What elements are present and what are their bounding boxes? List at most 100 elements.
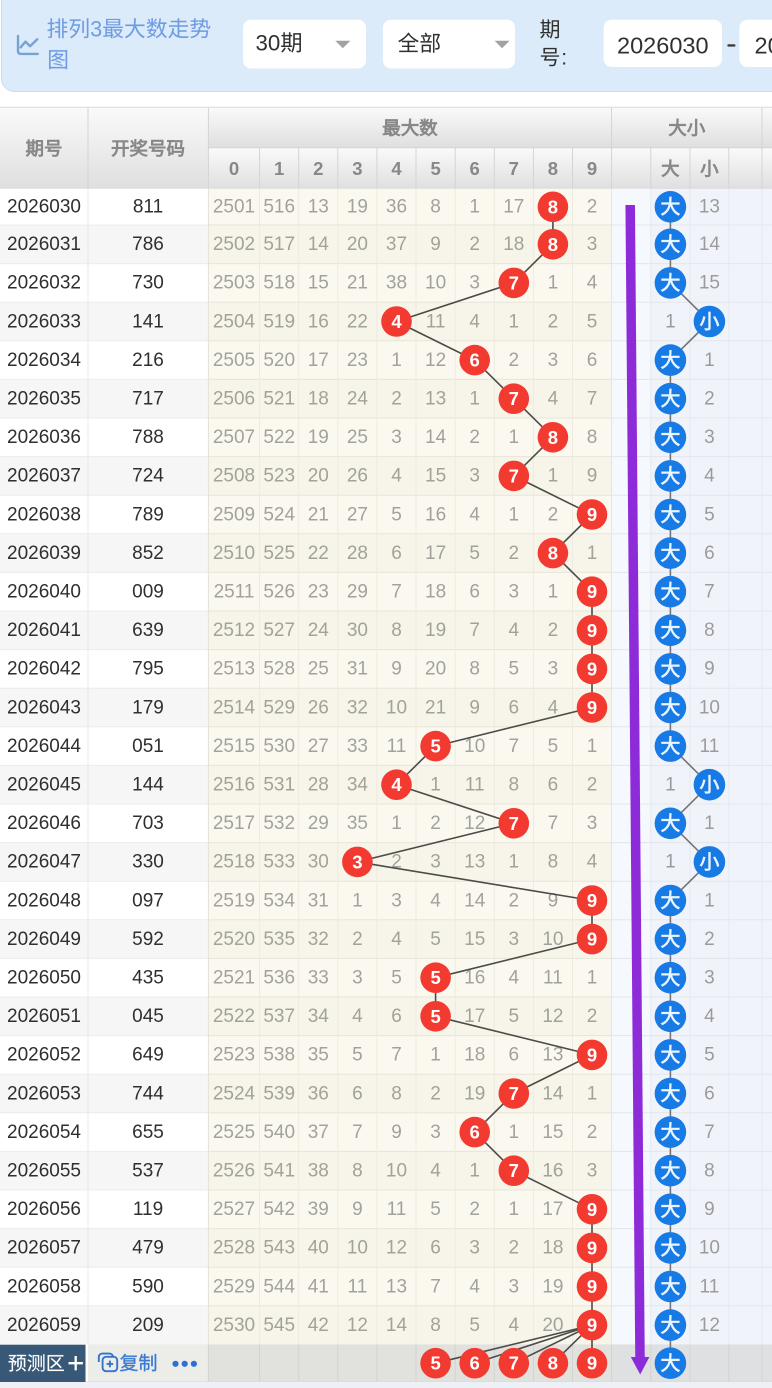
svg-text:4: 4 [352, 1006, 363, 1027]
svg-text:12: 12 [425, 350, 446, 371]
svg-text:36: 36 [386, 197, 407, 218]
svg-text:17: 17 [308, 350, 329, 371]
svg-text:2026059: 2026059 [755, 33, 772, 59]
svg-text:3: 3 [430, 1122, 441, 1143]
svg-text:6: 6 [509, 697, 520, 718]
svg-text:9: 9 [587, 658, 597, 679]
svg-text:7: 7 [509, 1083, 519, 1104]
svg-text:11: 11 [700, 1276, 720, 1297]
svg-text:522: 522 [263, 427, 295, 448]
svg-text:30: 30 [308, 852, 329, 873]
svg-text:5: 5 [430, 929, 441, 950]
svg-text:5: 5 [430, 1006, 440, 1027]
svg-text:24: 24 [308, 620, 330, 641]
svg-text:11: 11 [426, 311, 446, 332]
svg-text:2026053: 2026053 [7, 1083, 81, 1104]
svg-text:7: 7 [469, 620, 480, 641]
svg-text:2026051: 2026051 [7, 1006, 81, 1027]
svg-text:9: 9 [587, 1315, 597, 1336]
svg-text:5: 5 [548, 736, 559, 757]
svg-text:8: 8 [704, 1161, 715, 1182]
svg-text:3: 3 [587, 234, 598, 255]
svg-text:2026039: 2026039 [7, 543, 81, 564]
svg-text:4: 4 [391, 158, 402, 179]
svg-text:17: 17 [425, 543, 446, 564]
svg-text:6: 6 [587, 350, 598, 371]
svg-text:730: 730 [132, 273, 164, 294]
svg-text:12: 12 [699, 1315, 720, 1336]
svg-text:2026031: 2026031 [7, 234, 81, 255]
svg-text:1: 1 [391, 813, 402, 834]
svg-text:3: 3 [509, 929, 520, 950]
svg-text:5: 5 [430, 967, 440, 988]
svg-text:18: 18 [503, 234, 524, 255]
svg-text:4: 4 [469, 1276, 480, 1297]
svg-text:4: 4 [391, 929, 402, 950]
svg-text:2530: 2530 [213, 1315, 255, 1336]
svg-text:2: 2 [469, 234, 480, 255]
svg-text:4: 4 [587, 273, 598, 294]
svg-text:6: 6 [509, 1045, 520, 1066]
svg-text:2026036: 2026036 [7, 427, 81, 448]
svg-text:33: 33 [308, 968, 329, 989]
svg-text:10: 10 [386, 697, 407, 718]
svg-text:1: 1 [587, 736, 598, 757]
svg-text:22: 22 [308, 543, 329, 564]
svg-text:536: 536 [263, 968, 295, 989]
svg-text:10: 10 [347, 1238, 368, 1259]
svg-text:538: 538 [263, 1045, 295, 1066]
svg-text:2: 2 [509, 890, 520, 911]
svg-text:3: 3 [509, 1276, 520, 1297]
svg-text:2515: 2515 [213, 736, 255, 757]
svg-text:592: 592 [132, 929, 164, 950]
svg-text:209: 209 [132, 1315, 164, 1336]
svg-text:7: 7 [509, 158, 519, 179]
svg-text:2506: 2506 [213, 389, 255, 410]
svg-text:1: 1 [469, 197, 480, 218]
svg-text:7: 7 [704, 582, 715, 603]
svg-text:811: 811 [133, 197, 163, 218]
svg-text:516: 516 [263, 197, 295, 218]
svg-text:35: 35 [347, 813, 368, 834]
svg-text:34: 34 [308, 1006, 330, 1027]
svg-text:28: 28 [308, 775, 329, 796]
svg-text:119: 119 [133, 1199, 163, 1220]
svg-text:18: 18 [464, 1045, 485, 1066]
svg-text:2509: 2509 [213, 504, 255, 525]
svg-text:10: 10 [464, 736, 485, 757]
svg-text:13: 13 [386, 1276, 407, 1297]
svg-text:2503: 2503 [213, 273, 255, 294]
svg-text:2026042: 2026042 [7, 659, 81, 680]
svg-text:540: 540 [263, 1122, 295, 1143]
svg-text:13: 13 [308, 197, 329, 218]
svg-text:8: 8 [548, 234, 558, 255]
svg-text:3: 3 [391, 890, 402, 911]
svg-text:33: 33 [347, 736, 368, 757]
svg-text:27: 27 [347, 504, 368, 525]
svg-text:17: 17 [503, 197, 524, 218]
svg-text:527: 527 [263, 620, 295, 641]
svg-text:5: 5 [469, 1315, 480, 1336]
svg-text:539: 539 [263, 1083, 295, 1104]
svg-text:8: 8 [548, 1353, 558, 1374]
svg-text:4: 4 [469, 311, 480, 332]
svg-text:3: 3 [548, 350, 559, 371]
svg-text:40: 40 [308, 1238, 329, 1259]
svg-text:519: 519 [263, 311, 295, 332]
svg-text:8: 8 [548, 543, 558, 564]
svg-text:1: 1 [352, 890, 363, 911]
svg-text:5: 5 [704, 1045, 715, 1066]
svg-text:37: 37 [308, 1122, 329, 1143]
svg-text:5: 5 [391, 504, 402, 525]
svg-text:5: 5 [587, 311, 598, 332]
svg-text:2: 2 [587, 1006, 598, 1027]
svg-text:7: 7 [704, 1122, 715, 1143]
svg-text:2526: 2526 [213, 1161, 255, 1182]
svg-text:6: 6 [470, 1122, 480, 1143]
svg-text:3: 3 [704, 968, 715, 989]
svg-text:2502: 2502 [213, 234, 255, 255]
svg-text:15: 15 [425, 466, 446, 487]
svg-text:37: 37 [386, 234, 407, 255]
svg-text:2026030: 2026030 [617, 33, 709, 59]
svg-text:18: 18 [542, 1238, 563, 1259]
